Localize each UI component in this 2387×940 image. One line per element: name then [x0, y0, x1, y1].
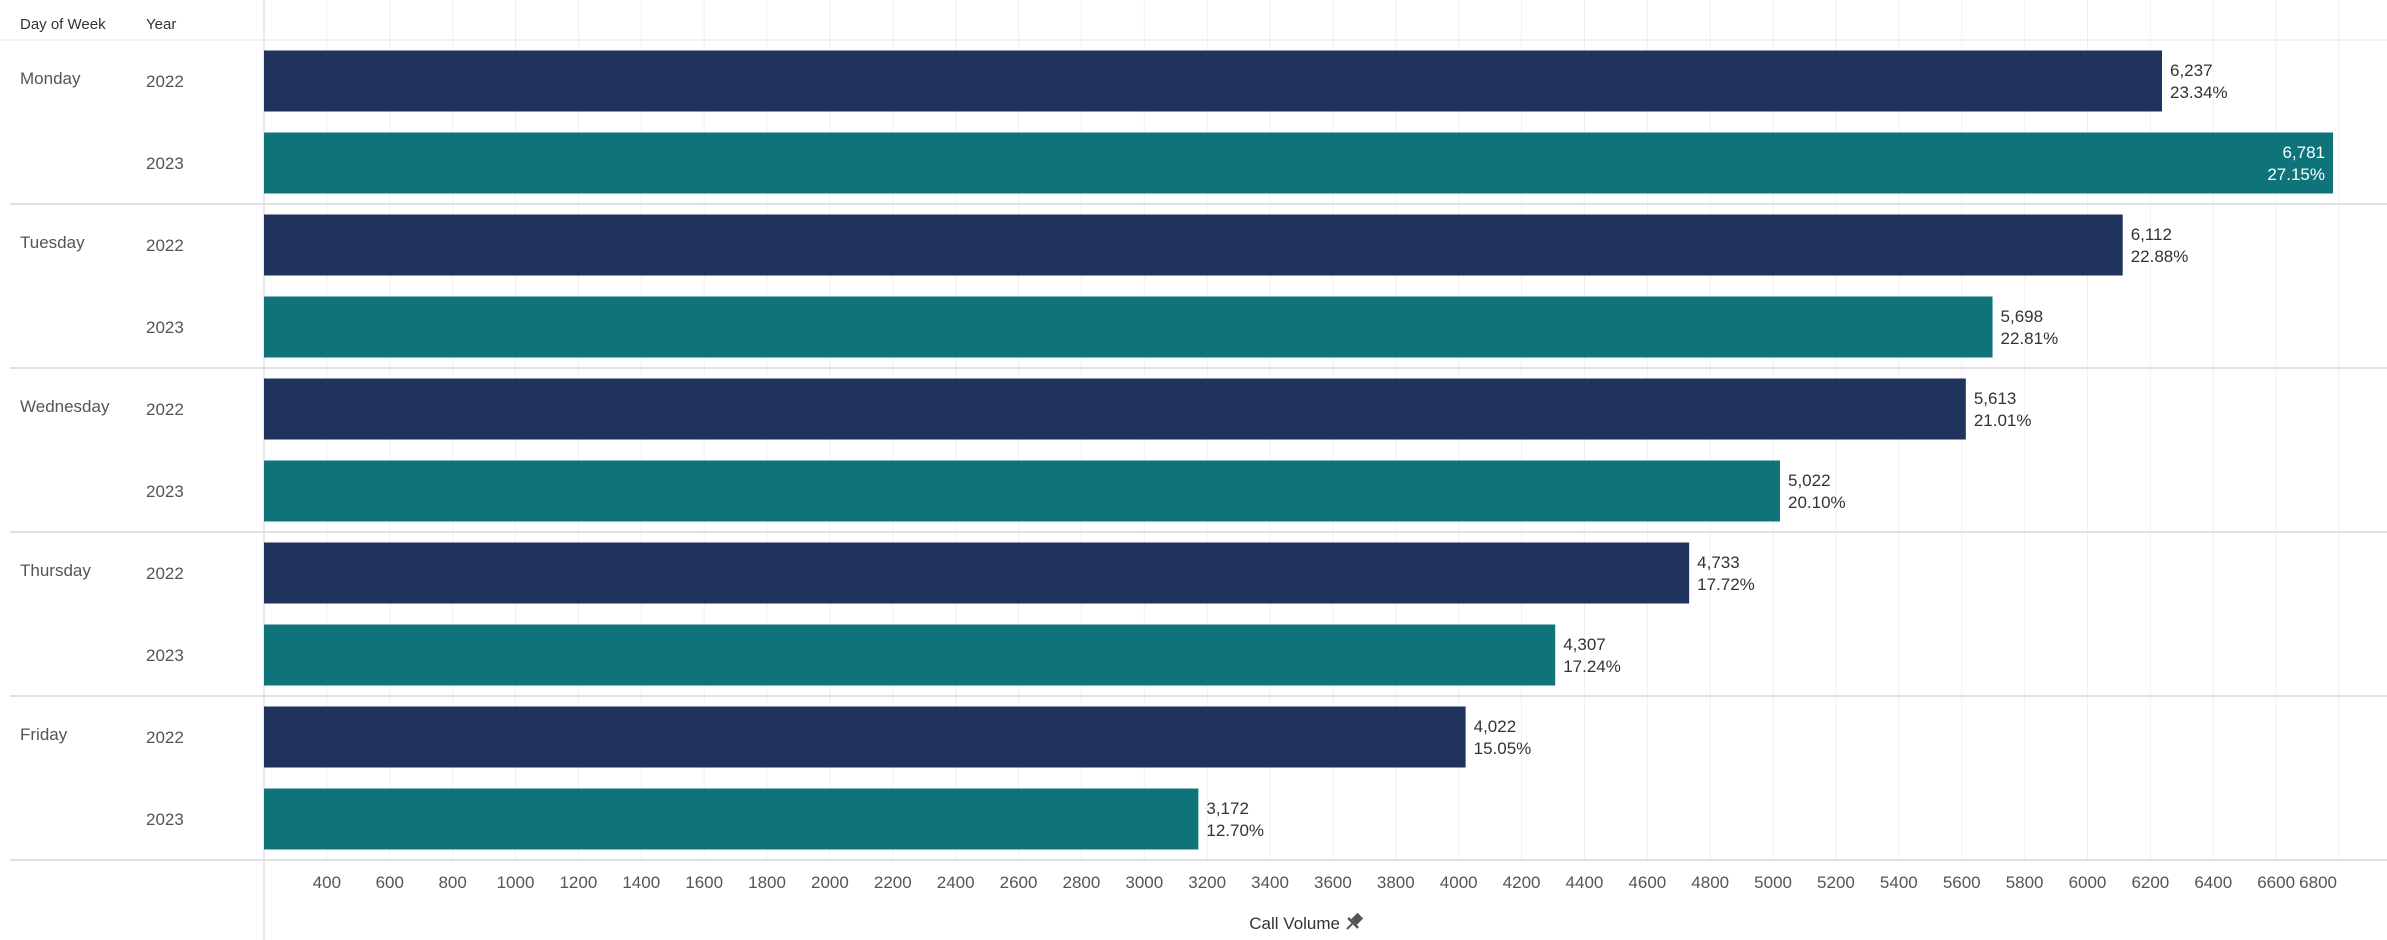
bar[interactable]: [264, 296, 1993, 358]
data-label-value: 4,733: [1697, 553, 1740, 572]
x-tick-label: 4400: [1566, 873, 1604, 892]
x-tick-label: 3200: [1188, 873, 1226, 892]
x-tick-label: 5600: [1943, 873, 1981, 892]
bar[interactable]: [264, 214, 2123, 276]
row-label-year[interactable]: 2022: [146, 236, 184, 255]
data-label-percent: 12.70%: [1206, 821, 1264, 840]
row-label-year[interactable]: 2022: [146, 728, 184, 747]
data-label-percent: 23.34%: [2170, 83, 2228, 102]
data-label-value: 5,613: [1974, 389, 2017, 408]
row-label-year[interactable]: 2022: [146, 72, 184, 91]
data-label-value: 5,698: [2001, 307, 2044, 326]
row-label-day[interactable]: Tuesday: [20, 233, 85, 252]
data-label-value: 4,307: [1563, 635, 1606, 654]
x-tick-label: 4800: [1691, 873, 1729, 892]
data-label-value: 3,172: [1206, 799, 1249, 818]
data-label-percent: 22.88%: [2131, 247, 2189, 266]
data-label-value: 6,112: [2131, 225, 2172, 244]
x-tick-label: 4200: [1503, 873, 1541, 892]
x-tick-label: 2000: [811, 873, 849, 892]
x-tick-label: 4000: [1440, 873, 1478, 892]
x-tick-label: 5200: [1817, 873, 1855, 892]
row-label-year[interactable]: 2023: [146, 154, 184, 173]
x-tick-label: 2800: [1063, 873, 1101, 892]
x-tick-label: 800: [438, 873, 466, 892]
x-tick-label: 600: [376, 873, 404, 892]
data-label-percent: 22.81%: [2001, 329, 2059, 348]
x-tick-label: 3400: [1251, 873, 1289, 892]
bar[interactable]: [264, 788, 1199, 850]
x-axis-ticks: 400 600 800 1000 1200 1400 1600 1800 2000 2200 240…: [313, 873, 2337, 892]
x-tick-label: 6400: [2194, 873, 2232, 892]
row-label-year[interactable]: 2023: [146, 810, 184, 829]
x-tick-label: 400: [313, 873, 341, 892]
row-label-year[interactable]: 2023: [146, 318, 184, 337]
data-label-value: 5,022: [1788, 471, 1831, 490]
data-label-percent: 20.10%: [1788, 493, 1846, 512]
x-tick-label: 1200: [559, 873, 597, 892]
x-tick-label: 1000: [497, 873, 535, 892]
x-tick-label: 6000: [2069, 873, 2107, 892]
data-label-percent: 21.01%: [1974, 411, 2032, 430]
x-tick-label: 5800: [2006, 873, 2044, 892]
x-tick-label: 1600: [685, 873, 723, 892]
row-label-year[interactable]: 2022: [146, 400, 184, 419]
row-label-year[interactable]: 2022: [146, 564, 184, 583]
x-tick-label: 2400: [937, 873, 975, 892]
row-label-day[interactable]: Wednesday: [20, 397, 110, 416]
data-label-value: 6,237: [2170, 61, 2213, 80]
row-label-day[interactable]: Friday: [20, 725, 68, 744]
data-label-percent: 15.05%: [1474, 739, 1532, 758]
x-tick-label: 6200: [2131, 873, 2169, 892]
header-year[interactable]: Year: [146, 16, 176, 33]
row-label-day[interactable]: Thursday: [20, 561, 91, 580]
bar[interactable]: [264, 378, 1966, 440]
bars: [264, 50, 2334, 850]
bar[interactable]: [264, 542, 1690, 604]
x-tick-label: 5400: [1880, 873, 1918, 892]
x-tick-label: 5000: [1754, 873, 1792, 892]
x-tick-label: 3800: [1377, 873, 1415, 892]
row-label-year[interactable]: 2023: [146, 482, 184, 501]
row-labels: Monday 2022 2023 Tuesday 2022 2023 Wednesday 20…: [20, 69, 184, 829]
data-label-percent: 27.15%: [2267, 165, 2325, 184]
x-tick-label: 3600: [1314, 873, 1352, 892]
data-labels: 6,237 23.34% 6,781 27.15% 6,112 22.88% 5,698 22…: [1206, 61, 2325, 840]
bar[interactable]: [264, 460, 1781, 522]
row-label-day[interactable]: Monday: [20, 69, 81, 88]
x-tick-label: 1800: [748, 873, 786, 892]
bar[interactable]: [264, 624, 1556, 686]
header-day-of-week[interactable]: Day of Week: [20, 16, 106, 33]
data-label-value: 6,781: [2282, 143, 2325, 162]
bar[interactable]: [264, 50, 2162, 112]
row-label-year[interactable]: 2023: [146, 646, 184, 665]
x-tick-label: 2200: [874, 873, 912, 892]
bar[interactable]: [264, 706, 1466, 768]
x-tick-label: 2600: [1000, 873, 1038, 892]
x-axis-title[interactable]: Call Volume: [1249, 914, 1340, 933]
data-label-percent: 17.72%: [1697, 575, 1755, 594]
pin-icon[interactable]: [1342, 911, 1365, 934]
data-label-value: 4,022: [1474, 717, 1517, 736]
x-tick-label: 1400: [622, 873, 660, 892]
bar[interactable]: [264, 132, 2334, 194]
data-label-percent: 17.24%: [1563, 657, 1621, 676]
x-tick-label: 3000: [1125, 873, 1163, 892]
x-tick-label: 6600: [2257, 873, 2295, 892]
x-tick-label: 4600: [1628, 873, 1666, 892]
x-tick-label: 6800: [2299, 873, 2337, 892]
